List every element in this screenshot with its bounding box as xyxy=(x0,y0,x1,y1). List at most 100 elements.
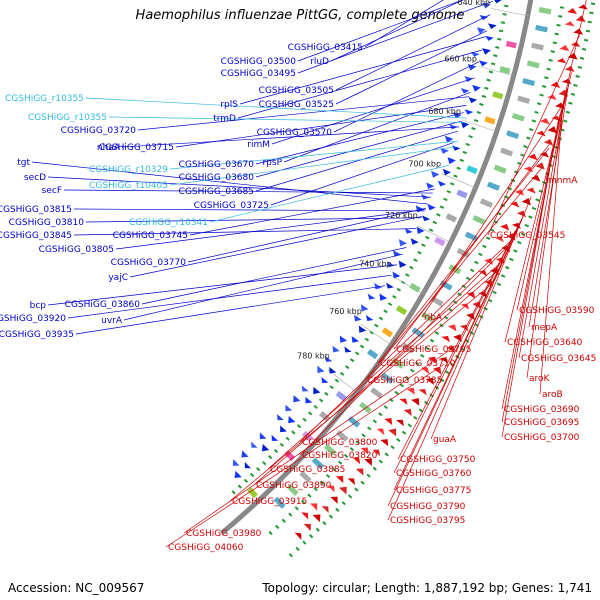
forward-gene-arrow xyxy=(427,203,436,211)
gene-label: CGSHiGG_03495 xyxy=(221,69,296,79)
feature-color-block xyxy=(531,42,544,51)
reverse-gene-arrow xyxy=(539,151,550,158)
gc-tick xyxy=(493,54,498,58)
forward-gene-arrow xyxy=(472,84,481,92)
reverse-gene-arrow xyxy=(384,418,393,426)
gene-label: CGSHiGG_03815 xyxy=(0,205,72,215)
gc-tick xyxy=(452,300,458,304)
gc-tick xyxy=(392,295,397,299)
leader-line xyxy=(297,0,464,62)
feature-color-block xyxy=(466,165,478,175)
gene-label: CGSHiGG_03805 xyxy=(39,245,114,255)
gc-tick xyxy=(409,368,415,373)
leader-line xyxy=(430,196,532,440)
gene-label: mepA xyxy=(531,323,558,333)
gc-tick xyxy=(579,56,585,60)
feature-color-block xyxy=(434,236,446,247)
gc-tick xyxy=(531,206,537,211)
gene-label: CGSHiGG_03935 xyxy=(0,330,74,340)
gc-tick xyxy=(401,430,407,435)
gc-tick xyxy=(434,331,440,335)
gc-tick xyxy=(250,472,255,478)
feature-color-block xyxy=(511,113,525,122)
feature-color-block xyxy=(522,78,536,87)
tick-label: 660 kbp xyxy=(444,54,477,63)
reverse-gene-arrow xyxy=(573,28,584,35)
gene-label: CGSHiGG_03640 xyxy=(507,338,583,348)
gc-tick xyxy=(369,330,374,335)
reverse-gene-arrow xyxy=(427,356,437,364)
gc-tick xyxy=(313,404,318,409)
gene-label: CGSHiGG_03885 xyxy=(270,465,345,475)
reverse-gene-arrow xyxy=(321,506,329,514)
gc-tick xyxy=(476,110,482,115)
gc-tick xyxy=(296,424,302,429)
leader-line xyxy=(267,260,504,470)
gc-tick xyxy=(415,361,420,366)
reverse-gene-arrow xyxy=(327,485,335,493)
gc-tick xyxy=(383,309,388,314)
reverse-gene-arrow xyxy=(570,41,581,48)
reverse-gene-arrow xyxy=(439,357,449,364)
leader-line xyxy=(47,264,397,306)
forward-gene-arrow xyxy=(440,147,449,154)
feature-color-block xyxy=(391,357,405,369)
leader-line xyxy=(183,345,457,534)
feature-color-block xyxy=(381,372,394,384)
feature-color-block xyxy=(517,95,531,104)
gc-tick xyxy=(319,480,325,485)
leader-line xyxy=(487,32,581,236)
forward-gene-arrow xyxy=(354,314,362,322)
gene-label: CGSHiGG_03645 xyxy=(521,354,596,364)
leader-line xyxy=(539,104,564,395)
leader-line xyxy=(237,49,483,119)
tick-label: 720 kbp xyxy=(385,211,418,220)
gene-label: rplS xyxy=(220,100,238,110)
gc-tick xyxy=(343,453,349,459)
gene-label: ribA xyxy=(424,313,443,323)
gc-tick xyxy=(413,258,418,263)
leader-line-layer xyxy=(31,0,587,548)
reverse-gene-arrow xyxy=(528,153,538,161)
feature-color-block xyxy=(439,280,453,291)
gene-label: CGSHiGG_03915 xyxy=(232,497,307,507)
gc-tick xyxy=(513,249,518,253)
gc-tick xyxy=(302,417,307,422)
gene-label: trmD xyxy=(213,114,236,124)
gene-label: CGSHiGG_03725 xyxy=(194,201,269,211)
feature-color-block xyxy=(381,327,394,338)
gc-tick xyxy=(424,346,430,351)
tick-label: 780 kbp xyxy=(297,352,330,361)
forward-gene-arrow xyxy=(449,123,458,130)
gc-tick xyxy=(495,45,500,49)
gc-tick xyxy=(573,83,578,87)
reverse-gene-arrow xyxy=(564,65,575,72)
gc-tick xyxy=(488,70,494,74)
feature-color-block xyxy=(538,7,552,15)
forward-gene-arrow xyxy=(464,109,474,115)
gene-label: guaA xyxy=(433,435,457,445)
gc-tick xyxy=(279,442,285,447)
forward-gene-arrow xyxy=(277,414,284,421)
gc-tick xyxy=(465,142,470,147)
forward-gene-arrow xyxy=(470,51,480,57)
gene-label: CGSHiGG_03750 xyxy=(400,455,476,465)
gc-tick xyxy=(462,150,468,155)
gc-tick xyxy=(331,467,337,472)
gene-label: CGSHiGG_03685 xyxy=(179,187,254,197)
leader-line xyxy=(141,247,407,305)
feature-color-block xyxy=(505,40,517,49)
gene-label: CGSHiGG_03695 xyxy=(504,418,579,428)
reverse-gene-arrow xyxy=(432,366,442,375)
gene-label: mnmA xyxy=(548,176,578,186)
reverse-gene-arrow xyxy=(380,439,389,447)
reverse-gene-arrow xyxy=(567,8,577,14)
forward-gene-arrow xyxy=(444,135,454,143)
leader-line xyxy=(330,0,464,62)
forward-gene-arrow xyxy=(398,239,407,247)
reverse-gene-arrow xyxy=(372,449,381,457)
reverse-gene-arrow xyxy=(411,397,420,406)
feature-color-block xyxy=(286,483,299,496)
forward-gene-arrow xyxy=(285,404,293,412)
